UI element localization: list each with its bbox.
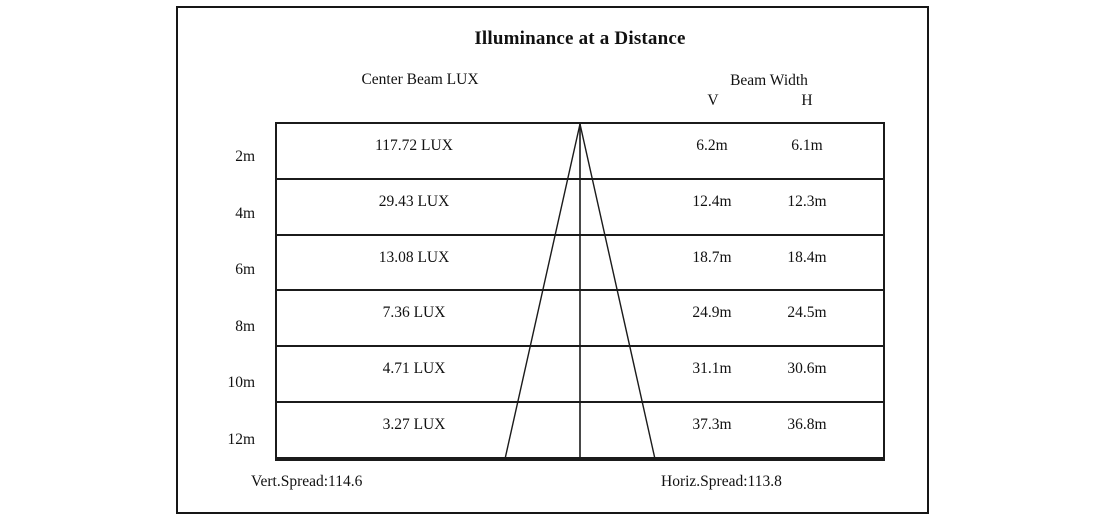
beam-width-v-value: 31.1m xyxy=(692,360,732,378)
beam-width-h-value: 36.8m xyxy=(787,416,827,434)
distance-label: 4m xyxy=(235,204,255,222)
diagram-title: Illuminance at a Distance xyxy=(474,28,686,49)
distance-label: 10m xyxy=(227,374,255,392)
illuminance-table: 117.72 LUX 6.2m 6.1m 29.43 LUX 12.4m 12.… xyxy=(275,122,885,461)
distance-label: 8m xyxy=(235,317,255,335)
beam-width-h-value: 12.3m xyxy=(787,192,827,210)
table-row: 4.71 LUX 31.1m 30.6m xyxy=(277,347,883,404)
distance-label: 6m xyxy=(235,261,255,279)
table-row: 13.08 LUX 18.7m 18.4m xyxy=(277,236,883,292)
distance-label: 2m xyxy=(235,148,255,166)
beam-width-v-value: 18.7m xyxy=(692,248,732,266)
table-row: 7.36 LUX 24.9m 24.5m xyxy=(277,291,883,348)
horiz-spread-label: Horiz.Spread:113.8 xyxy=(661,473,782,490)
beam-width-v-value: 24.9m xyxy=(692,304,732,322)
table-row: 117.72 LUX 6.2m 6.1m xyxy=(277,124,883,180)
distance-label: 12m xyxy=(227,430,255,448)
distance-labels: 2m 4m 6m 8m 10m 12m xyxy=(196,122,255,461)
beam-width-h-value: 30.6m xyxy=(787,360,827,378)
beam-width-v-value: 6.2m xyxy=(696,137,728,154)
table-row: 29.43 LUX 12.4m 12.3m xyxy=(277,180,883,236)
lux-value: 29.43 LUX xyxy=(378,192,450,210)
lux-value: 117.72 LUX xyxy=(375,137,453,154)
header-beam-width: Beam Width xyxy=(730,72,808,89)
lux-value: 13.08 LUX xyxy=(378,248,450,266)
beam-width-v-value: 12.4m xyxy=(692,192,732,210)
table-row: 3.27 LUX 37.3m 36.8m xyxy=(277,403,883,459)
lux-value: 7.36 LUX xyxy=(382,304,446,322)
beam-width-h-value: 24.5m xyxy=(787,304,827,322)
diagram-frame: Illuminance at a Distance Center Beam LU… xyxy=(176,6,929,514)
beam-width-h-value: 18.4m xyxy=(787,248,827,266)
beam-width-h-value: 6.1m xyxy=(791,137,823,154)
header-center-beam-lux: Center Beam LUX xyxy=(361,71,479,88)
lux-value: 4.71 LUX xyxy=(382,360,446,378)
beam-width-v-value: 37.3m xyxy=(692,416,732,434)
header-beam-width-v: V xyxy=(707,92,719,109)
lux-value: 3.27 LUX xyxy=(382,416,446,434)
vert-spread-label: Vert.Spread:114.6 xyxy=(251,473,363,490)
header-beam-width-h: H xyxy=(801,92,813,109)
